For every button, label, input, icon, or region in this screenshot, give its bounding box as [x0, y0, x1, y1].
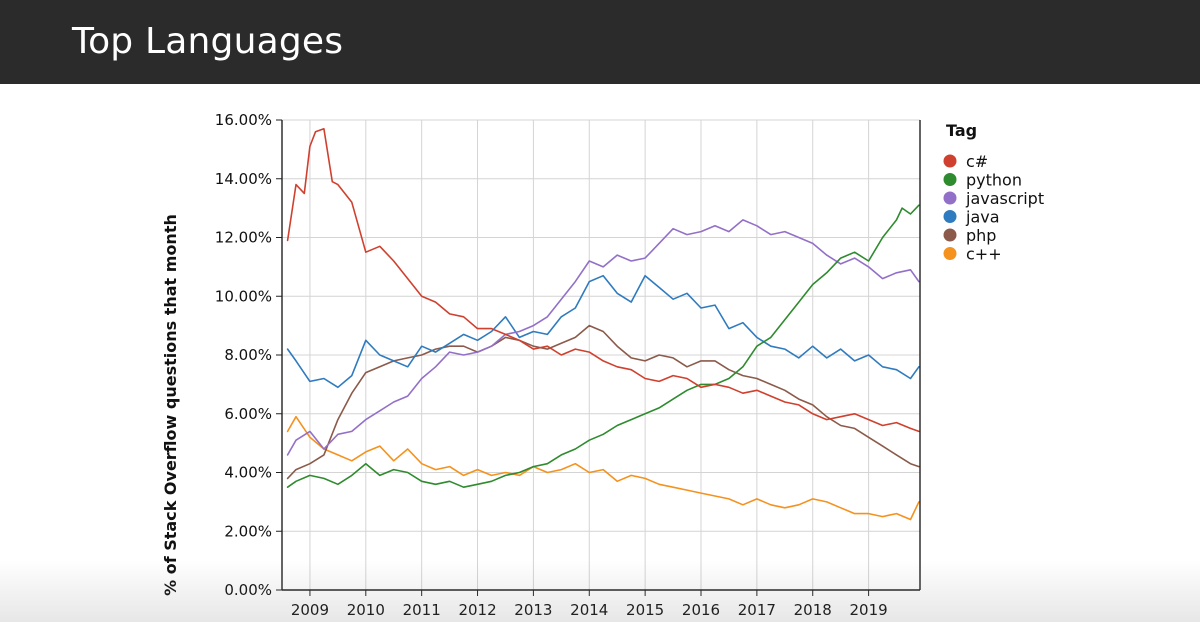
chart-axes [276, 119, 921, 596]
x-tick-label: 2019 [850, 601, 888, 619]
y-tick-label: 12.00% [215, 229, 272, 247]
legend-swatch [943, 154, 957, 168]
legend-entry-label: python [966, 171, 1022, 190]
x-tick-label: 2014 [570, 601, 608, 619]
x-tick-label: 2017 [738, 601, 776, 619]
x-tick-label: 2018 [794, 601, 832, 619]
series-line-csharp [286, 128, 920, 433]
series-line-javascript [286, 219, 920, 456]
legend-entry-label: php [966, 226, 996, 245]
x-tick-label: 2009 [291, 601, 329, 619]
slide-title: Top Languages [72, 21, 344, 62]
y-tick-label: 10.00% [215, 287, 272, 305]
legend-entry-label: c++ [966, 245, 1002, 264]
y-tick-label: 4.00% [224, 464, 272, 482]
slide-title-bar: Top Languages [0, 0, 1200, 84]
legend-swatch [943, 247, 957, 260]
x-tick-label: 2016 [682, 601, 720, 619]
y-tick-label: 6.00% [224, 405, 272, 423]
x-tick-label: 2012 [458, 601, 496, 619]
x-tick-label: 2015 [626, 601, 664, 619]
y-tick-label: 14.00% [215, 170, 272, 188]
legend-swatch [943, 210, 957, 223]
y-tick-label: 2.00% [224, 522, 272, 540]
legend-entry-label: java [965, 208, 1000, 227]
series-line-php [286, 324, 920, 480]
y-axis-title: % of Stack Overflow questions that month [161, 214, 180, 596]
legend-entry-label: c# [966, 152, 988, 171]
series-line-python [286, 204, 920, 489]
series-line-java [286, 274, 920, 389]
y-tick-label: 0.00% [224, 581, 272, 599]
legend-swatch [943, 173, 957, 186]
legend-entry-label: javascript [965, 189, 1044, 208]
legend-swatch [943, 191, 957, 205]
series-line-cplusplus [286, 415, 920, 521]
legend-title: Tag [946, 121, 977, 140]
y-tick-label: 8.00% [224, 346, 272, 364]
x-tick-label: 2013 [514, 601, 552, 619]
chart-series [286, 128, 920, 521]
x-axis-ticks: 2009 2010 2011 2012 2013 2014 2015 2016 2017 2018… [291, 601, 888, 619]
x-tick-label: 2010 [347, 601, 385, 619]
y-axis-ticks: 0.00% 2.00% 4.00% 6.00% 8.00% 10.00% 12.00% 14.… [215, 111, 272, 599]
y-tick-label: 16.00% [215, 111, 272, 129]
legend-swatch [943, 228, 957, 242]
x-tick-label: 2011 [403, 601, 441, 619]
